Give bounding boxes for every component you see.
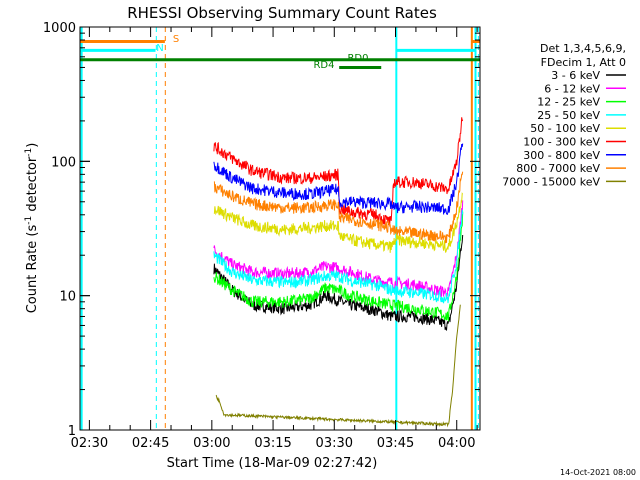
chart-title: RHESSI Observing Summary Count Rates: [127, 4, 437, 22]
y-tick-label: 1: [68, 424, 76, 439]
axes: 1 10 100 1000 02:30 02:45 03:00 03:15 03:30 03:45…: [43, 21, 481, 451]
y-axis-label-sup1: -1: [24, 216, 34, 225]
legend-label-4: 50 - 100 keV: [530, 122, 600, 135]
x-tick-label: 04:00: [438, 436, 475, 451]
legend-label-2: 12 - 25 keV: [537, 96, 600, 109]
x-tick-label: 03:45: [377, 436, 414, 451]
flag-label-s: S: [173, 34, 179, 45]
legend-header-line1: Det 1,3,4,5,6,9,: [540, 42, 626, 55]
y-axis-label-main: Count Rate (s: [25, 225, 40, 314]
y-tick-label: 1000: [43, 21, 76, 36]
plot-inner: [80, 27, 480, 430]
flag-label-rd0: RD0: [347, 53, 368, 64]
plot-frame: [79, 26, 481, 431]
series-line-2: [213, 211, 464, 322]
x-tick-label: 03:15: [254, 436, 291, 451]
x-tick-label: 02:30: [71, 436, 108, 451]
series-line-8: [215, 304, 461, 428]
y-axis-label-sup2: -1: [24, 148, 34, 157]
series-line-6: [213, 143, 464, 215]
legend-label-8: 7000 - 15000 keV: [502, 175, 600, 188]
legend-label-0: 3 - 6 keV: [551, 69, 600, 82]
plot-layer: SN RD0 RD4: [80, 27, 480, 430]
series-line-0: [213, 234, 464, 331]
legend-label-7: 800 - 7000 keV: [516, 162, 600, 175]
legend-label-5: 100 - 300 keV: [523, 136, 600, 149]
legend-label-6: 300 - 800 keV: [523, 149, 600, 162]
series-line-4: [213, 192, 464, 254]
date-stamp: 14-Oct-2021 08:00: [560, 468, 636, 477]
y-axis-label: Count Rate (s-1 detector-1): [24, 143, 40, 314]
legend-header-line2: FDecim 1, Att 0: [541, 56, 626, 69]
series-line-5: [213, 117, 464, 226]
series-line-7: [213, 171, 464, 244]
flag-label-rd4: RD4: [313, 60, 334, 71]
legend-label-3: 25 - 50 keV: [537, 109, 600, 122]
legend-label-1: 6 - 12 keV: [544, 82, 600, 95]
x-axis-label: Start Time (18-Mar-09 02:27:42): [167, 456, 378, 471]
x-tick-label: 02:45: [132, 436, 169, 451]
y-axis-label-mid: detector: [25, 156, 40, 216]
series-line-3: [213, 209, 464, 304]
series-line-1: [213, 200, 464, 298]
flag-label-n: N: [156, 43, 163, 54]
y-tick-label: 10: [59, 290, 76, 305]
legend: Det 1,3,4,5,6,9, FDecim 1, Att 0 3 - 6 k…: [502, 42, 626, 188]
y-axis-label-end: ): [25, 143, 40, 148]
x-tick-label: 03:00: [193, 436, 230, 451]
y-tick-label: 100: [51, 155, 76, 170]
x-tick-label: 03:30: [316, 436, 353, 451]
